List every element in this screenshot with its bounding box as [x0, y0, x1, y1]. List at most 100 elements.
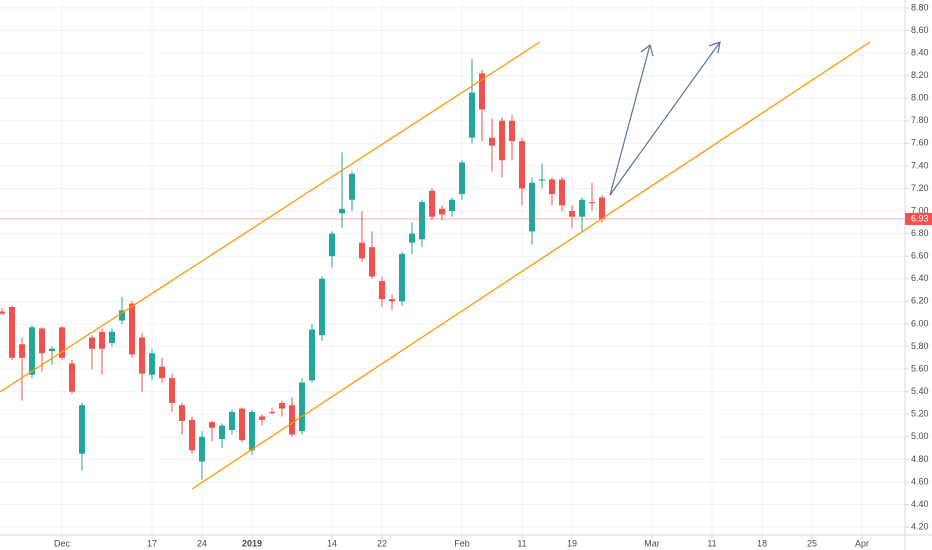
candle-body: [529, 182, 535, 232]
y-tick-label: 8.20: [911, 70, 929, 80]
candle-body: [39, 328, 45, 354]
candle-body: [519, 141, 525, 189]
candle-body: [589, 202, 595, 204]
candle-body: [399, 253, 405, 302]
candle-body: [569, 211, 575, 217]
y-tick-label: 7.80: [911, 115, 929, 125]
lower-trend-line: [191, 41, 871, 490]
candle-body: [209, 422, 215, 428]
x-tick-label: Apr: [855, 538, 869, 548]
y-tick-label: 8.60: [911, 25, 929, 35]
candle-body: [369, 247, 375, 277]
candle-body: [119, 310, 125, 321]
candle-body: [249, 411, 255, 451]
candle-body: [29, 327, 35, 375]
candle-body: [179, 405, 185, 422]
x-tick-label: 18: [757, 538, 767, 548]
candle-body: [289, 405, 295, 435]
candle-body: [319, 278, 325, 336]
candle-body: [539, 179, 545, 181]
y-tick-label: 8.40: [911, 47, 929, 57]
x-tick-label: 19: [567, 538, 577, 548]
y-tick-label: 6.00: [911, 318, 929, 328]
candle-body: [69, 363, 75, 392]
y-tick-label: 5.20: [911, 409, 929, 419]
candle-body: [309, 329, 315, 381]
candle-body: [439, 208, 445, 215]
candle-body: [199, 436, 205, 462]
candle-body: [239, 408, 245, 441]
candle-body: [9, 307, 15, 358]
candle-body: [99, 331, 105, 349]
candle-body: [359, 242, 365, 259]
candle-body: [229, 411, 235, 431]
x-tick-label: Feb: [454, 538, 470, 548]
y-tick-label: 8.00: [911, 93, 929, 103]
candle-body: [59, 327, 65, 358]
candle-body: [19, 344, 25, 358]
candle-body: [349, 173, 355, 200]
x-tick-label: 22: [377, 538, 387, 548]
candle-body: [499, 120, 505, 161]
y-tick-label: 6.60: [911, 251, 929, 261]
candle-body: [169, 378, 175, 403]
y-tick-label: 5.80: [911, 341, 929, 351]
arrow: [609, 44, 651, 196]
x-tick-label: 11: [517, 538, 526, 548]
y-tick-label: 5.40: [911, 386, 929, 396]
y-tick-label: 6.20: [911, 296, 929, 306]
y-tick-label: 7.40: [911, 160, 929, 170]
y-tick-label: 6.80: [911, 228, 929, 238]
candles: [0, 58, 905, 480]
y-tick-label: 7.60: [911, 138, 929, 148]
candle-body: [89, 337, 95, 349]
candle-body: [299, 382, 305, 432]
candle-body: [79, 405, 85, 454]
candle-body: [109, 331, 115, 344]
candle-body: [129, 303, 135, 355]
candle-body: [0, 311, 5, 314]
candle-body: [219, 425, 225, 440]
candle-body: [419, 202, 425, 240]
candle-body: [329, 233, 335, 257]
axes: 4.20 4.40 4.60 4.80 5.00 5.20 5.40 5.60 5.80 6.00…: [54, 2, 932, 548]
arrow-head: [708, 41, 721, 54]
drawings: [0, 41, 871, 490]
y-tick-label: 7.00: [911, 205, 929, 215]
y-tick-label: 5.60: [911, 363, 929, 373]
candle-body: [449, 199, 455, 212]
candle-body: [139, 337, 145, 374]
candle-body: [269, 411, 275, 414]
candle-body: [549, 179, 555, 195]
y-tick-label: 7.20: [911, 183, 929, 193]
candle-body: [339, 208, 345, 214]
upper-trend-line: [0, 41, 541, 393]
y-tick-label: 5.00: [911, 431, 929, 441]
x-tick-label: 24: [197, 538, 207, 548]
y-tick-label: 4.20: [911, 521, 929, 531]
candle-body: [159, 366, 165, 379]
last-price-badge: [905, 212, 932, 225]
y-tick-label: 4.80: [911, 454, 929, 464]
x-tick-label: Dec: [54, 538, 71, 548]
candle-body: [459, 162, 465, 195]
candle-body: [49, 348, 55, 352]
x-tick-label: 17: [147, 538, 157, 548]
x-tick-label: 25: [807, 538, 817, 548]
candle-body: [189, 419, 195, 451]
grid: [0, 0, 905, 535]
candle-body: [379, 281, 385, 300]
candle-body: [389, 299, 395, 302]
candle-body: [429, 190, 435, 217]
candle-body: [479, 73, 485, 110]
x-tick-label: 2019: [242, 538, 262, 548]
y-tick-label: 4.40: [911, 499, 929, 509]
x-tick-label: 14: [327, 538, 337, 548]
candle-body: [509, 120, 515, 142]
x-tick-label: 11: [707, 538, 716, 548]
candle-body: [559, 179, 565, 206]
candle-body: [259, 416, 265, 420]
y-tick-label: 6.40: [911, 273, 929, 283]
